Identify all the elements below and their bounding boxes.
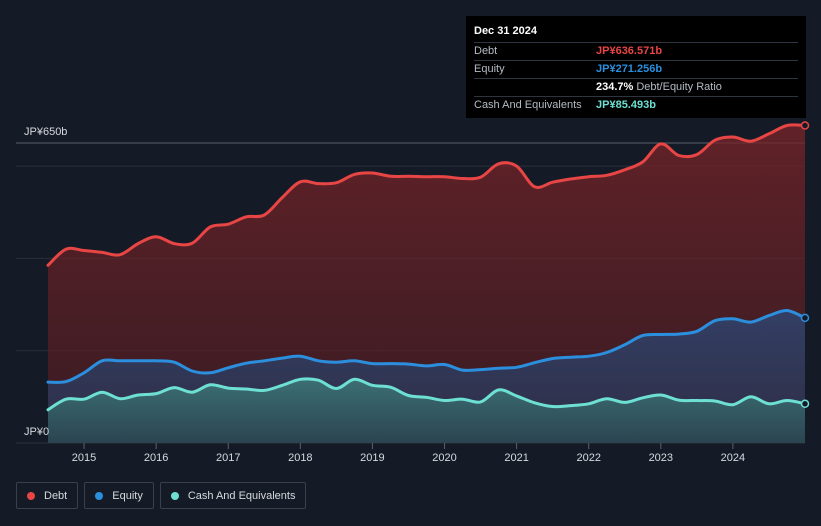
legend-label: Debt bbox=[44, 489, 68, 502]
legend-dot-icon bbox=[95, 491, 104, 500]
x-tick-label: 2015 bbox=[72, 452, 96, 464]
equity-end-marker bbox=[800, 313, 810, 323]
chart-legend: Debt Equity Cash And Equivalents bbox=[16, 482, 307, 509]
legend-dot-icon bbox=[170, 491, 179, 500]
tooltip-label: Debt bbox=[474, 45, 498, 57]
cash-area bbox=[48, 378, 805, 443]
tooltip-row-cash: Cash And Equivalents JP¥85.493b bbox=[474, 96, 798, 114]
tooltip-label: Equity bbox=[474, 63, 505, 75]
tooltip-label: Cash And Equivalents bbox=[474, 99, 582, 111]
legend-item-cash[interactable]: Cash And Equivalents bbox=[159, 482, 307, 509]
x-tick-label: 2016 bbox=[144, 452, 168, 464]
legend-item-equity[interactable]: Equity bbox=[84, 482, 154, 509]
legend-label: Equity bbox=[112, 489, 143, 502]
y-tick-label: JP¥0 bbox=[24, 426, 49, 438]
tooltip-row-equity: Equity JP¥271.256b bbox=[474, 60, 798, 78]
tooltip-row-debt: Debt JP¥636.571b bbox=[474, 42, 798, 60]
x-tick-label: 2020 bbox=[432, 452, 456, 464]
cash-line bbox=[46, 377, 807, 412]
x-tick-label: 2024 bbox=[721, 452, 745, 464]
x-tick-label: 2017 bbox=[216, 452, 240, 464]
tooltip-suffix: Debt/Equity Ratio bbox=[636, 81, 722, 93]
x-tick-label: 2019 bbox=[360, 452, 384, 464]
x-tick-label: 2022 bbox=[576, 452, 600, 464]
tooltip-value: 234.7% bbox=[596, 81, 634, 93]
tooltip-row-ratio: 234.7% Debt/Equity Ratio bbox=[474, 78, 798, 96]
equity-line bbox=[46, 308, 807, 384]
tooltip-value: JP¥85.493b bbox=[596, 99, 656, 111]
cash-end-marker bbox=[800, 399, 810, 409]
tooltip-panel: Dec 31 2024 Debt JP¥636.571b Equity JP¥2… bbox=[466, 16, 806, 118]
x-tick-label: 2018 bbox=[288, 452, 312, 464]
legend-item-debt[interactable]: Debt bbox=[16, 482, 79, 509]
debt-line bbox=[46, 123, 807, 267]
legend-label: Cash And Equivalents bbox=[187, 489, 296, 502]
tooltip-date: Dec 31 2024 bbox=[474, 25, 537, 37]
y-tick-label: JP¥650b bbox=[24, 126, 67, 138]
debt-end-marker bbox=[800, 121, 810, 130]
legend-dot-icon bbox=[27, 491, 35, 500]
tooltip-value: JP¥636.571b bbox=[596, 45, 663, 57]
x-tick-label: 2021 bbox=[504, 452, 528, 464]
x-tick-label: 2023 bbox=[649, 452, 673, 464]
tooltip-value: JP¥271.256b bbox=[596, 63, 663, 75]
tooltip-label bbox=[474, 79, 596, 96]
